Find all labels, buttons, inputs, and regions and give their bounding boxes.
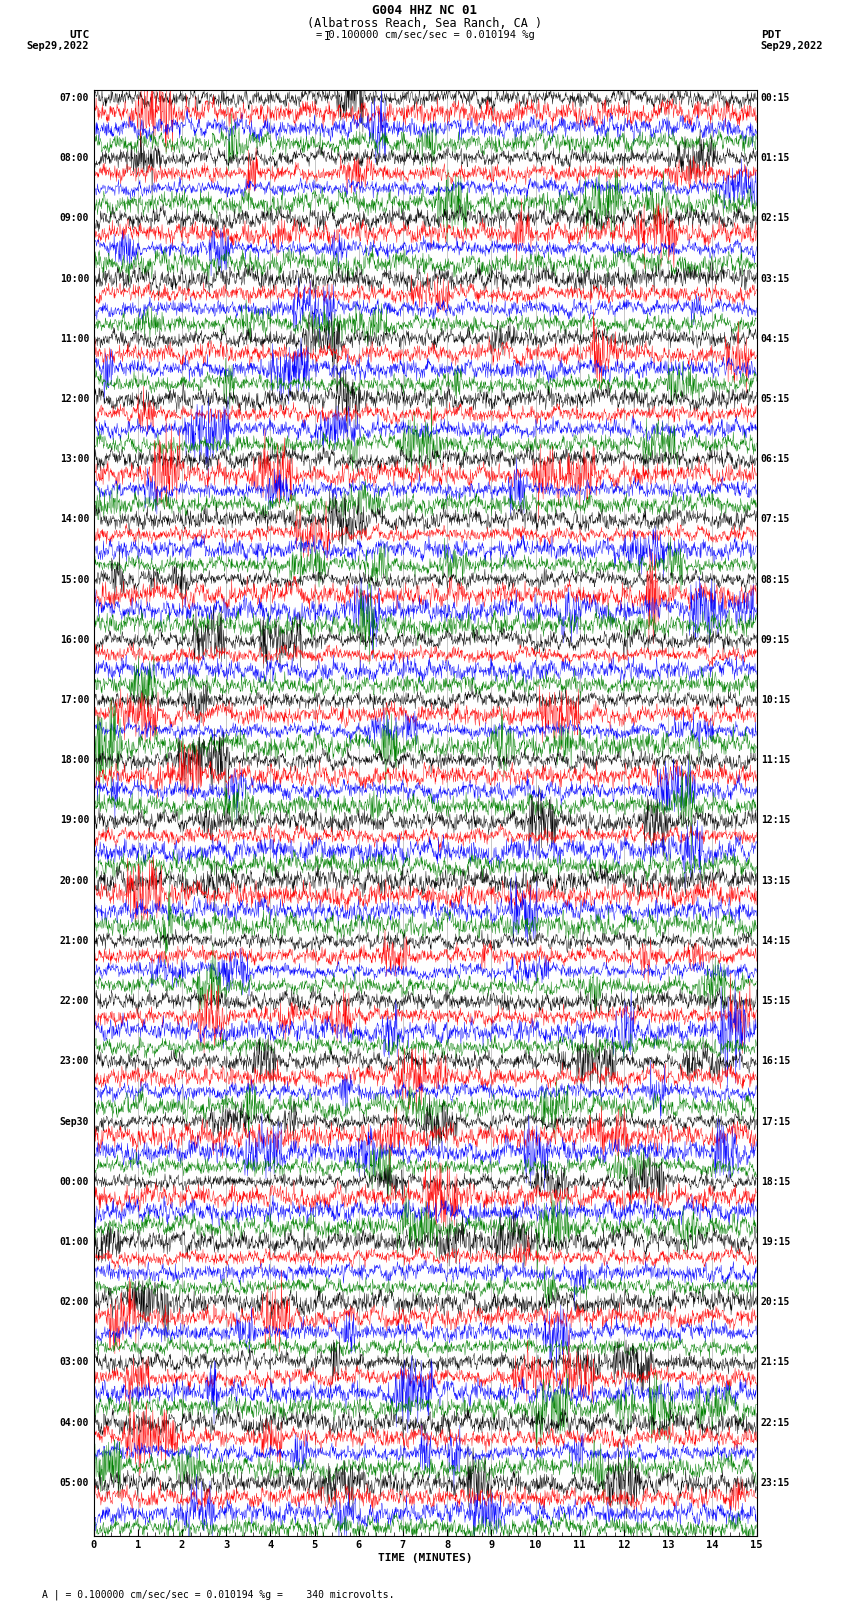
Text: 21:00: 21:00 <box>60 936 89 945</box>
Text: (Albatross Reach, Sea Ranch, CA ): (Albatross Reach, Sea Ranch, CA ) <box>308 18 542 31</box>
Text: 23:00: 23:00 <box>60 1057 89 1066</box>
Text: 07:00: 07:00 <box>60 94 89 103</box>
Text: 21:15: 21:15 <box>761 1358 790 1368</box>
Text: 20:00: 20:00 <box>60 876 89 886</box>
Text: 09:15: 09:15 <box>761 636 790 645</box>
Text: 13:00: 13:00 <box>60 455 89 465</box>
Text: 03:00: 03:00 <box>60 1358 89 1368</box>
Text: 05:00: 05:00 <box>60 1478 89 1487</box>
Text: 01:15: 01:15 <box>761 153 790 163</box>
Text: 12:15: 12:15 <box>761 816 790 826</box>
Text: 10:00: 10:00 <box>60 274 89 284</box>
Text: A | = 0.100000 cm/sec/sec = 0.010194 %g =    340 microvolts.: A | = 0.100000 cm/sec/sec = 0.010194 %g … <box>42 1589 395 1600</box>
Text: 08:15: 08:15 <box>761 574 790 584</box>
Text: 16:15: 16:15 <box>761 1057 790 1066</box>
Text: 19:00: 19:00 <box>60 816 89 826</box>
Text: UTC: UTC <box>69 31 89 40</box>
Text: 11:15: 11:15 <box>761 755 790 765</box>
Text: 07:15: 07:15 <box>761 515 790 524</box>
Text: 17:00: 17:00 <box>60 695 89 705</box>
Text: 05:15: 05:15 <box>761 394 790 403</box>
Text: 00:15: 00:15 <box>761 94 790 103</box>
Text: 14:00: 14:00 <box>60 515 89 524</box>
Text: 12:00: 12:00 <box>60 394 89 403</box>
Text: 04:15: 04:15 <box>761 334 790 344</box>
Text: PDT: PDT <box>761 31 781 40</box>
Text: 20:15: 20:15 <box>761 1297 790 1307</box>
Text: 17:15: 17:15 <box>761 1116 790 1126</box>
Text: 19:15: 19:15 <box>761 1237 790 1247</box>
Text: = 0.100000 cm/sec/sec = 0.010194 %g: = 0.100000 cm/sec/sec = 0.010194 %g <box>315 31 535 40</box>
Text: 15:00: 15:00 <box>60 574 89 584</box>
Text: 10:15: 10:15 <box>761 695 790 705</box>
Text: 01:00: 01:00 <box>60 1237 89 1247</box>
Text: 22:15: 22:15 <box>761 1418 790 1428</box>
Text: 03:15: 03:15 <box>761 274 790 284</box>
Text: 22:00: 22:00 <box>60 997 89 1007</box>
Text: 02:15: 02:15 <box>761 213 790 223</box>
Text: 00:00: 00:00 <box>60 1177 89 1187</box>
Text: 16:00: 16:00 <box>60 636 89 645</box>
Text: G004 HHZ NC 01: G004 HHZ NC 01 <box>372 5 478 18</box>
Text: 18:15: 18:15 <box>761 1177 790 1187</box>
Text: 23:15: 23:15 <box>761 1478 790 1487</box>
Text: 02:00: 02:00 <box>60 1297 89 1307</box>
Text: 13:15: 13:15 <box>761 876 790 886</box>
Text: 04:00: 04:00 <box>60 1418 89 1428</box>
Text: 18:00: 18:00 <box>60 755 89 765</box>
Text: 08:00: 08:00 <box>60 153 89 163</box>
X-axis label: TIME (MINUTES): TIME (MINUTES) <box>377 1553 473 1563</box>
Text: Sep29,2022: Sep29,2022 <box>26 40 89 52</box>
Text: 06:15: 06:15 <box>761 455 790 465</box>
Text: Sep30: Sep30 <box>60 1116 89 1126</box>
Text: Sep29,2022: Sep29,2022 <box>761 40 824 52</box>
Text: 14:15: 14:15 <box>761 936 790 945</box>
Text: 09:00: 09:00 <box>60 213 89 223</box>
Text: I: I <box>324 31 331 44</box>
Text: 15:15: 15:15 <box>761 997 790 1007</box>
Text: 11:00: 11:00 <box>60 334 89 344</box>
